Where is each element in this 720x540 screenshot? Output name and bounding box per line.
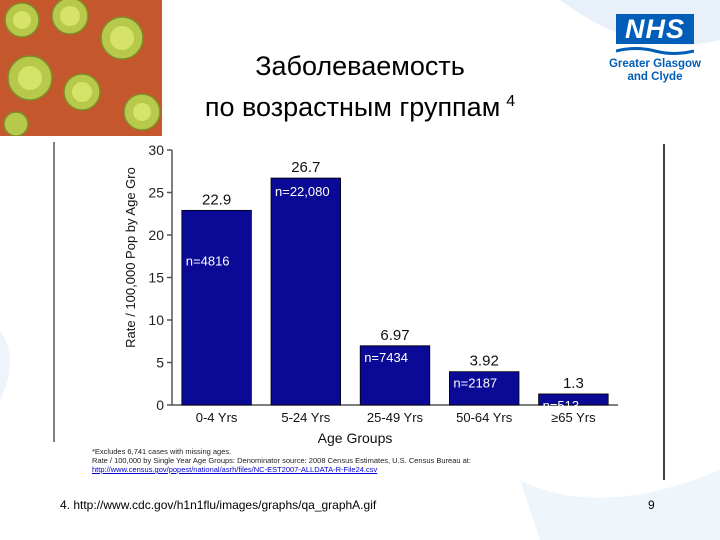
chart-note-2: Rate / 100,000 by Single Year Age Groups… [92,456,471,465]
x-tick-label: ≥65 Yrs [551,410,596,425]
y-tick-label: 25 [148,185,164,201]
bar-value-label: 22.9 [202,191,231,208]
y-tick-label: 10 [148,312,164,328]
bar-value-label: 26.7 [291,159,320,176]
bar-value-label: 3.92 [470,353,499,370]
nhs-logo-mark: NHS [616,14,694,44]
bar-n-label: n=22,080 [275,184,330,199]
x-tick-label: 5-24 Yrs [281,410,330,425]
y-axis-label: Rate / 100,000 Pop by Age Gro [123,167,138,348]
chart-note-link[interactable]: http://www.census.gov/popest/national/as… [92,465,378,474]
bar [181,209,252,406]
logo-wave-icon [616,47,694,55]
y-tick-label: 5 [156,355,164,371]
bar-n-label: n=513 [543,398,580,413]
nhs-logo: NHS Greater Glasgow and Clyde [600,10,710,90]
title-line-2: по возрастным группам 4 [150,84,570,125]
title-line-1: Заболеваемость [255,51,465,81]
title-line-2-text: по возрастным группам [204,92,501,122]
x-tick-label: 0-4 Yrs [196,410,238,425]
bar-n-label: n=2187 [453,376,497,391]
bar-chart: 0 5 10 15 20 25 30 Rate / 100,000 Pop by Age Gr… [53,142,665,480]
x-axis-label: Age Groups [318,430,393,446]
page-number: 9 [648,498,655,512]
bar [270,177,341,406]
bar-n-label: n=4816 [186,253,230,268]
x-tick-label: 25-49 Yrs [367,410,424,425]
logo-line-1: Greater Glasgow [608,58,702,70]
y-tick-label: 15 [148,270,164,286]
chart-note-1: *Excludes 6,741 cases with missing ages. [92,447,232,456]
footnote: 4. http://www.cdc.gov/h1n1flu/images/gra… [60,498,377,512]
y-tick-label: 20 [148,227,164,243]
bar [538,393,609,406]
logo-line-2: and Clyde [627,71,683,83]
title-reference: 4 [506,93,516,110]
y-tick-label: 30 [148,142,164,158]
bar [359,345,431,406]
y-tick-label: 0 [156,397,164,413]
bar [449,371,520,406]
bar-value-label: 6.97 [380,327,409,344]
slide-title: Заболеваемость по возрастным группам 4 [150,48,570,125]
virus-photo [0,0,162,136]
x-tick-label: 50-64 Yrs [456,410,513,425]
bar-value-label: 1.3 [563,375,584,392]
bar-n-label: n=7434 [364,350,408,365]
